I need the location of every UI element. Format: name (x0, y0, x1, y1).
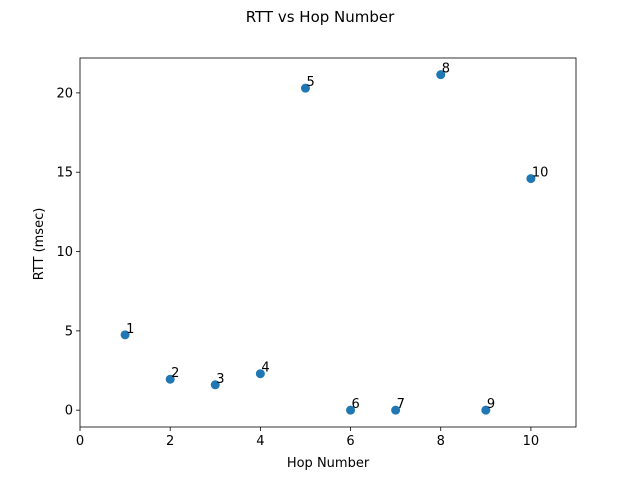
plot-frame (79, 57, 577, 428)
data-point-label: 8 (442, 62, 450, 77)
x-tick-label: 0 (76, 434, 84, 449)
x-axis-title: Hop Number (287, 456, 370, 471)
y-tick-label: 0 (65, 404, 73, 419)
data-point-label: 4 (261, 361, 269, 376)
data-point (300, 83, 310, 93)
plot-area: 0 2 4 6 8 10 0 5 10 15 20 1 2 3 4 5 6 7 8 9 10 (56, 57, 577, 449)
data-point-label: 3 (216, 372, 224, 387)
data-point-label: 10 (532, 166, 549, 181)
data-point (255, 369, 265, 379)
y-axis-title: RTT (msec) (32, 208, 47, 281)
data-point-label: 1 (126, 322, 134, 337)
data-point-label: 9 (487, 397, 495, 412)
x-tick-label: 10 (523, 434, 540, 449)
y-tick-label: 15 (56, 166, 73, 181)
data-point (346, 405, 356, 415)
data-point (391, 405, 401, 415)
chart-title: RTT vs Hop Number (246, 8, 395, 26)
x-tick-label: 4 (256, 434, 264, 449)
x-tick-label: 8 (437, 434, 445, 449)
data-point (436, 70, 446, 80)
data-point (210, 380, 220, 390)
y-tick-label: 20 (56, 86, 73, 101)
data-point-label: 5 (306, 75, 314, 90)
x-tick-label: 6 (346, 434, 354, 449)
y-tick-label: 5 (65, 324, 73, 339)
data-point-label: 2 (171, 366, 179, 381)
data-point (165, 374, 175, 384)
data-point (526, 174, 536, 184)
x-tick-label: 2 (166, 434, 174, 449)
data-point (481, 405, 491, 415)
data-point-label: 6 (352, 397, 360, 412)
data-point (120, 330, 130, 340)
y-tick-label: 10 (56, 245, 73, 260)
data-point-label: 7 (397, 397, 405, 412)
